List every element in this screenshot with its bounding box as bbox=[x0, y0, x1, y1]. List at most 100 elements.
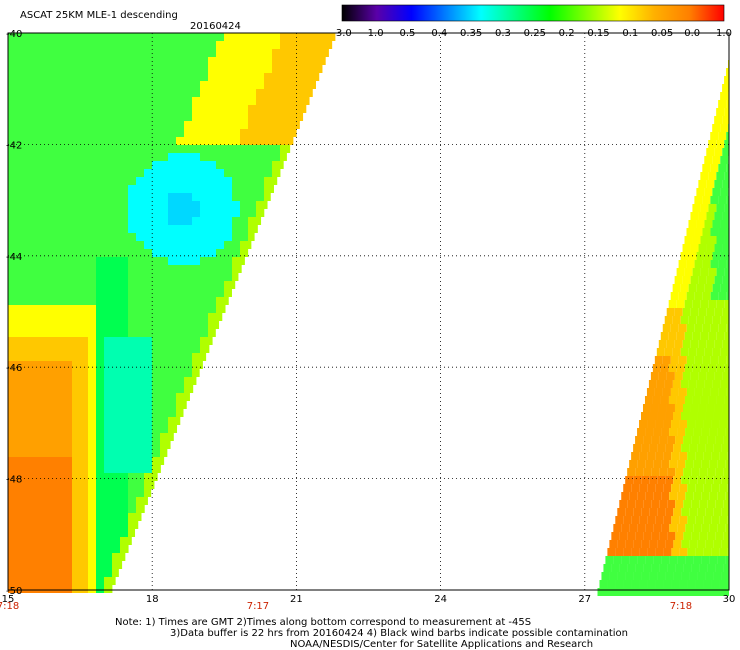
data-cell bbox=[72, 161, 80, 169]
data-cell bbox=[32, 73, 40, 81]
data-cell bbox=[40, 513, 48, 521]
data-cell bbox=[96, 321, 104, 329]
data-cell bbox=[705, 508, 714, 516]
data-cell bbox=[16, 585, 24, 593]
data-cell bbox=[208, 201, 216, 209]
data-cell bbox=[48, 449, 56, 457]
data-cell bbox=[160, 425, 168, 433]
data-cell bbox=[694, 196, 703, 204]
data-cell bbox=[216, 81, 224, 89]
data-cell bbox=[72, 57, 80, 65]
data-cell bbox=[304, 97, 310, 105]
product-title: ASCAT 25KM MLE-1 descending bbox=[20, 10, 178, 21]
data-cell bbox=[651, 532, 660, 540]
data-cell bbox=[631, 548, 640, 556]
data-cell bbox=[716, 204, 725, 212]
data-cell bbox=[64, 561, 72, 569]
data-cell bbox=[711, 420, 720, 428]
data-cell bbox=[8, 433, 16, 441]
data-cell bbox=[112, 529, 120, 537]
data-cell bbox=[708, 268, 717, 276]
data-cell bbox=[48, 41, 56, 49]
data-cell bbox=[726, 388, 729, 396]
data-cell bbox=[160, 57, 168, 65]
data-cell bbox=[104, 433, 112, 441]
latitude-label: -46 bbox=[6, 363, 22, 374]
data-cell bbox=[24, 265, 32, 273]
data-cell bbox=[176, 241, 184, 249]
data-cell bbox=[40, 73, 48, 81]
data-cell bbox=[639, 484, 648, 492]
data-cell bbox=[652, 364, 661, 372]
data-cell bbox=[264, 49, 272, 57]
data-cell bbox=[88, 377, 96, 385]
data-cell bbox=[72, 409, 80, 417]
data-cell bbox=[176, 81, 184, 89]
data-cell bbox=[24, 313, 32, 321]
data-cell bbox=[722, 372, 729, 380]
data-cell bbox=[136, 193, 144, 201]
data-cell bbox=[256, 113, 264, 121]
data-cell bbox=[24, 137, 32, 145]
data-cell bbox=[48, 121, 56, 129]
data-cell bbox=[168, 377, 176, 385]
data-cell bbox=[176, 137, 184, 145]
data-cell bbox=[304, 33, 312, 41]
data-cell bbox=[144, 473, 152, 481]
data-cell bbox=[72, 417, 80, 425]
data-cell bbox=[72, 217, 80, 225]
latitude-labels: -40-42-44-46-48-50 bbox=[6, 29, 22, 597]
data-cell bbox=[328, 49, 329, 57]
data-cell bbox=[56, 265, 64, 273]
data-cell bbox=[8, 345, 16, 353]
data-cell bbox=[104, 49, 112, 57]
data-cell bbox=[671, 548, 680, 556]
data-cell bbox=[32, 129, 40, 137]
data-cell bbox=[88, 273, 96, 281]
data-cell bbox=[208, 81, 216, 89]
data-cell bbox=[727, 516, 729, 524]
data-cell bbox=[144, 49, 152, 57]
data-cell bbox=[64, 345, 72, 353]
data-cell bbox=[24, 417, 32, 425]
data-cell bbox=[136, 129, 144, 137]
data-cell bbox=[296, 113, 304, 121]
data-cell bbox=[152, 297, 160, 305]
data-cell bbox=[192, 297, 200, 305]
data-cell bbox=[160, 265, 168, 273]
data-cell bbox=[208, 273, 216, 281]
data-cell bbox=[128, 473, 136, 481]
data-cell bbox=[192, 289, 200, 297]
data-cell bbox=[96, 361, 104, 369]
data-cell bbox=[80, 121, 88, 129]
data-cell bbox=[64, 569, 72, 577]
data-cell bbox=[72, 89, 80, 97]
data-cell bbox=[168, 433, 174, 441]
data-cell bbox=[32, 473, 40, 481]
data-cell bbox=[32, 585, 40, 593]
data-cell bbox=[120, 457, 128, 465]
data-cell bbox=[88, 457, 96, 465]
data-cell bbox=[288, 81, 296, 89]
data-cell bbox=[679, 420, 688, 428]
data-cell bbox=[40, 473, 48, 481]
data-cell bbox=[184, 193, 192, 201]
longitude-label: 15 bbox=[2, 594, 15, 605]
data-cell bbox=[48, 273, 56, 281]
data-cell bbox=[48, 401, 56, 409]
data-cell bbox=[64, 513, 72, 521]
data-cell bbox=[72, 481, 80, 489]
data-cell bbox=[128, 497, 136, 505]
data-cell bbox=[722, 404, 729, 412]
data-cell bbox=[720, 348, 729, 356]
data-cell bbox=[16, 521, 24, 529]
data-cell bbox=[184, 161, 192, 169]
data-cell bbox=[168, 297, 176, 305]
data-cell bbox=[72, 73, 80, 81]
data-cell bbox=[192, 121, 200, 129]
data-cell bbox=[681, 412, 690, 420]
data-cell bbox=[72, 377, 80, 385]
data-cell bbox=[144, 257, 152, 265]
data-cell bbox=[24, 241, 32, 249]
data-cell bbox=[152, 353, 160, 361]
